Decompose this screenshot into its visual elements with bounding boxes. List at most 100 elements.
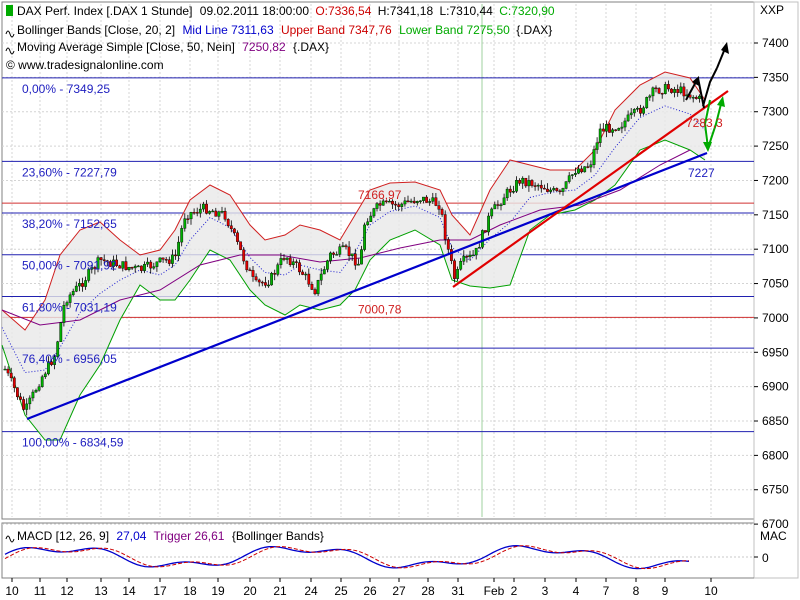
candle-body: [16, 387, 19, 398]
fib-level-label: 76,40% - 6956,05: [22, 352, 117, 366]
candle-legend-icon: [6, 5, 13, 16]
fib-level-label: 23,60% - 7227,79: [22, 165, 117, 179]
candle-body: [496, 204, 500, 206]
candle-body: [415, 201, 419, 204]
candle-body: [164, 259, 168, 261]
candle-body: [43, 373, 47, 378]
fib-level-label: 50,00% - 7091,92: [22, 259, 117, 273]
candle-body: [62, 304, 66, 323]
fib-level-label: 0,00% - 7349,25: [22, 82, 110, 96]
candle-body: [304, 273, 308, 276]
candle-body: [558, 190, 562, 193]
candle-body: [260, 281, 264, 284]
candle-body: [208, 211, 211, 214]
candle-body: [229, 225, 233, 230]
candle-body: [391, 200, 394, 205]
candle-body: [645, 97, 649, 109]
candle-body: [273, 272, 277, 275]
candle-body: [518, 180, 522, 184]
candle-body: [298, 262, 301, 273]
candle-body: [152, 266, 156, 269]
macd-legend: MACD [12, 26, 9] 27,04 Trigger 26,61 {Bo…: [5, 529, 324, 543]
candle-body: [291, 261, 295, 266]
candle-body: [74, 285, 78, 292]
candle-body: [657, 88, 661, 94]
candle-body: [428, 201, 432, 203]
candle-body: [605, 124, 608, 132]
legend-open: O:7336,54: [315, 4, 371, 18]
x-tick-label: 8: [633, 584, 640, 598]
candle-body: [217, 211, 221, 217]
horizontal-level-label: 7166,97: [358, 188, 402, 202]
x-tick-label: 20: [243, 584, 257, 598]
x-tick-label: 21: [273, 584, 287, 598]
candle-body: [617, 128, 621, 131]
candle-body: [667, 84, 670, 90]
candle-body: [673, 89, 677, 93]
legend-close: C:7320,90: [499, 4, 555, 18]
legend-low: L:7310,44: [439, 4, 493, 18]
candle-body: [577, 168, 580, 174]
bollinger-upper: Upper Band 7347,76: [281, 23, 392, 37]
y-tick-label: 6850: [762, 414, 789, 428]
macd-panel: [1, 522, 755, 579]
black-arrow-down: [697, 77, 705, 109]
candle-body: [198, 208, 202, 214]
candle-body: [611, 129, 615, 133]
candle-body: [648, 95, 652, 98]
x-tick-label: 13: [94, 584, 108, 598]
candle-body: [37, 386, 41, 391]
legend: DAX Perf. Index [.DAX 1 Stunde] 09.02.20…: [5, 4, 555, 72]
fib-level-label: 100,00% - 6834,59: [22, 436, 124, 450]
candle-body: [96, 257, 100, 269]
ma-symbol: {.DAX}: [293, 40, 329, 54]
candle-body: [254, 276, 258, 281]
candle-body: [50, 361, 53, 365]
macd-extra: {Bollinger Bands}: [232, 529, 324, 543]
macd-legend-line: MACD [12, 26, 9] 27,04 Trigger 26,61 {Bo…: [17, 529, 324, 543]
candle-body: [68, 294, 72, 303]
candle-body: [239, 241, 242, 250]
candle-body: [409, 200, 413, 203]
candle-body: [338, 246, 342, 255]
candle-body: [143, 264, 146, 271]
candle-body: [155, 261, 159, 267]
candle-body: [443, 214, 447, 240]
y-tick-label: 7300: [762, 105, 789, 119]
candle-body: [232, 228, 236, 233]
x-tick-label: 31: [451, 584, 465, 598]
candle-body: [564, 181, 568, 189]
candle-body: [682, 86, 686, 97]
candle-body: [71, 291, 75, 296]
candle-body: [25, 403, 29, 410]
candle-body: [623, 120, 627, 128]
y-tick-label: 6750: [762, 483, 789, 497]
candle-body: [84, 280, 88, 287]
candle-body: [654, 87, 658, 90]
candle-body: [236, 232, 239, 242]
bollinger-name: Bollinger Bands [Close, 20, 2]: [17, 23, 175, 37]
candle-body: [347, 246, 351, 257]
candle-body: [180, 228, 184, 243]
candle-body: [211, 210, 215, 213]
axis-symbol: XXP: [760, 3, 784, 17]
bollinger-legend-icon: [5, 30, 15, 38]
candle-body: [406, 200, 410, 203]
candle-body: [251, 270, 255, 277]
target-label: 7283,3: [686, 116, 723, 130]
candle-body: [378, 203, 382, 206]
candle-body: [90, 267, 94, 270]
red-trend-line: [452, 90, 729, 288]
candle-body: [322, 269, 326, 275]
candle-body: [28, 397, 32, 405]
candle-body: [636, 107, 639, 110]
candle-body: [124, 261, 128, 270]
legend-line-3: Moving Average Simple [Close, 50, Nein] …: [17, 40, 329, 54]
legend-high: H:7341,18: [378, 4, 434, 18]
candle-body: [521, 177, 525, 184]
candle-body: [450, 249, 453, 261]
candle-body: [12, 377, 16, 388]
candle-body: [115, 259, 119, 266]
x-tick-label: 10: [5, 584, 19, 598]
candle-body: [167, 259, 171, 264]
